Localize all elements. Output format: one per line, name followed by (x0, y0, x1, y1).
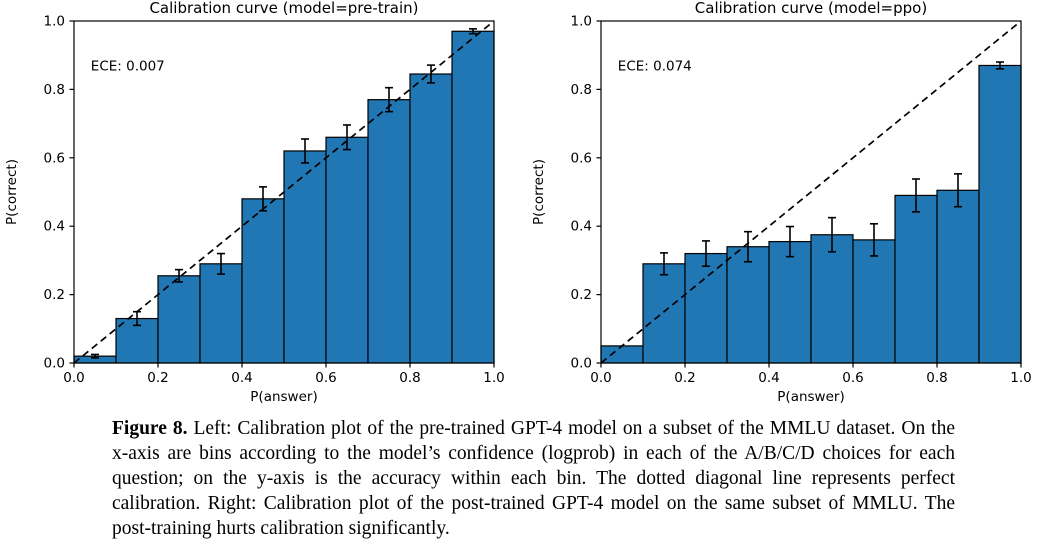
x-tick-label: 0.8 (399, 370, 420, 386)
x-tick-label: 0.6 (315, 370, 336, 386)
calibration-chart-ppo: 0.0 0.2 0.4 0.6 0.8 1.0 0.0 0.2 0.4 0.6 0.8 1.0 Cali… (531, 0, 1032, 405)
x-axis-label: P(answer) (777, 389, 844, 405)
calibration-bar (283, 150, 327, 364)
figure-caption-label: Figure 8. (112, 418, 188, 439)
calibration-bar (936, 189, 980, 364)
y-tick-label: 0.0 (44, 356, 65, 372)
y-tick-label: 1.0 (571, 14, 592, 30)
x-tick-label: 0.2 (674, 370, 695, 386)
x-tick-label: 1.0 (483, 370, 504, 386)
y-tick-label: 0.8 (44, 82, 65, 98)
calibration-bar (978, 64, 1022, 364)
y-tick-label: 0.6 (571, 150, 592, 166)
calibration-bar (241, 198, 285, 364)
y-tick-label: 1.0 (44, 14, 65, 30)
calibration-bar (684, 252, 728, 364)
y-tick-label: 0.4 (571, 219, 592, 235)
y-tick-label: 0.4 (44, 219, 65, 235)
y-tick-label: 0.2 (571, 287, 592, 303)
calibration-bar (810, 234, 854, 364)
calibration-chart-pretrain: 0.0 0.2 0.4 0.6 0.8 1.0 0.0 0.2 0.4 0.6 0.8 1.0 Cali… (4, 0, 505, 405)
calibration-bar (768, 240, 812, 364)
perfect-calibration-line (73, 20, 495, 364)
calibration-bar (367, 99, 411, 364)
x-tick-label: 0.4 (758, 370, 779, 386)
calibration-bar (199, 263, 243, 364)
y-tick-label: 0.2 (44, 287, 65, 303)
calibration-bar (325, 136, 369, 364)
y-tick-label: 0.0 (571, 356, 592, 372)
ece-annotation: ECE: 0.074 (618, 59, 692, 75)
x-axis-label: P(answer) (250, 389, 317, 405)
charts-row: 0.0 0.2 0.4 0.6 0.8 1.0 0.0 0.2 0.4 0.6 0.8 1.0 Cali… (4, 0, 1032, 405)
x-tick-label: 0.0 (590, 370, 611, 386)
calibration-bar (409, 73, 453, 364)
axes-box (73, 20, 495, 364)
calibration-bar (726, 246, 770, 364)
chart-title: Calibration curve (model=pre-train) (149, 0, 418, 17)
x-tick-label: 0.2 (147, 370, 168, 386)
ece-annotation: ECE: 0.007 (91, 59, 165, 75)
chart-title: Calibration curve (model=ppo) (695, 0, 927, 17)
calibration-bar (642, 263, 686, 364)
y-tick-label: 0.8 (571, 82, 592, 98)
x-tick-label: 0.0 (63, 370, 84, 386)
y-tick-label: 0.6 (44, 150, 65, 166)
x-tick-label: 0.6 (842, 370, 863, 386)
y-axis-label: P(correct) (4, 159, 20, 225)
calibration-bar (600, 345, 644, 364)
axes-box (600, 20, 1022, 364)
calibration-bar (852, 239, 896, 364)
x-tick-label: 0.8 (926, 370, 947, 386)
x-tick-label: 0.4 (231, 370, 252, 386)
y-axis-label: P(correct) (531, 159, 547, 225)
perfect-calibration-line (600, 20, 1022, 364)
calibration-bar (894, 194, 938, 364)
figure-caption: Figure 8. Left: Calibration plot of the … (112, 416, 955, 541)
calibration-bar (451, 30, 495, 364)
x-tick-label: 1.0 (1010, 370, 1031, 386)
figure-caption-text: Left: Calibration plot of the pre-traine… (112, 418, 955, 539)
